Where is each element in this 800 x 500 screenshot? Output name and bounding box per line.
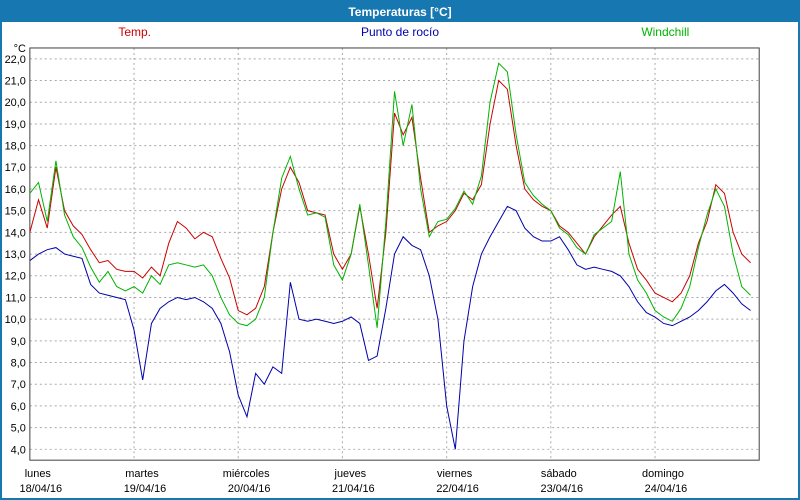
svg-text:lunes: lunes bbox=[25, 468, 52, 480]
svg-text:10,0: 10,0 bbox=[5, 314, 26, 326]
svg-text:20/04/16: 20/04/16 bbox=[228, 483, 271, 495]
svg-text:13,0: 13,0 bbox=[5, 249, 26, 261]
legend-item-dew-point: Punto de rocío bbox=[360, 25, 440, 39]
svg-text:21/04/16: 21/04/16 bbox=[332, 483, 375, 495]
svg-text:19,0: 19,0 bbox=[5, 119, 26, 131]
svg-text:martes: martes bbox=[125, 468, 159, 480]
temperature-line-chart: 4,0 5,0 6,0 7,0 8,0 9,0 10,0 11,0 12,0 13,0 14,0 15… bbox=[5, 43, 760, 495]
svg-text:14,0: 14,0 bbox=[5, 227, 26, 239]
svg-text:12,0: 12,0 bbox=[5, 271, 26, 283]
svg-text:20,0: 20,0 bbox=[5, 97, 26, 109]
svg-text:22/04/16: 22/04/16 bbox=[436, 483, 479, 495]
chart-legend: Temp. Punto de rocío Windchill bbox=[2, 22, 798, 42]
svg-text:21,0: 21,0 bbox=[5, 76, 26, 88]
svg-text:8,0: 8,0 bbox=[11, 357, 26, 369]
svg-text:sábado: sábado bbox=[541, 468, 577, 480]
svg-text:11,0: 11,0 bbox=[5, 292, 25, 304]
svg-text:jueves: jueves bbox=[334, 468, 367, 480]
svg-text:domingo: domingo bbox=[642, 468, 684, 480]
svg-text:7,0: 7,0 bbox=[11, 379, 26, 391]
svg-text:24/04/16: 24/04/16 bbox=[645, 483, 688, 495]
svg-text:5,0: 5,0 bbox=[11, 423, 26, 435]
svg-text:viernes: viernes bbox=[437, 468, 473, 480]
svg-text:16,0: 16,0 bbox=[5, 184, 26, 196]
legend-item-windchill: Windchill bbox=[641, 25, 690, 39]
svg-text:15,0: 15,0 bbox=[5, 206, 26, 218]
svg-text:4,0: 4,0 bbox=[11, 444, 26, 456]
svg-text:°C: °C bbox=[14, 43, 26, 55]
svg-text:19/04/16: 19/04/16 bbox=[124, 483, 167, 495]
legend-item-temp: Temp. bbox=[118, 25, 151, 39]
svg-text:18/04/16: 18/04/16 bbox=[20, 483, 63, 495]
svg-text:9,0: 9,0 bbox=[11, 336, 26, 348]
svg-text:22,0: 22,0 bbox=[5, 54, 26, 66]
svg-text:18,0: 18,0 bbox=[5, 141, 26, 153]
svg-text:6,0: 6,0 bbox=[11, 401, 26, 413]
svg-text:23/04/16: 23/04/16 bbox=[541, 483, 584, 495]
svg-text:17,0: 17,0 bbox=[5, 162, 26, 174]
svg-text:miércoles: miércoles bbox=[223, 468, 270, 480]
chart-title: Temperaturas [°C] bbox=[348, 5, 452, 19]
window-titlebar: Temperaturas [°C] bbox=[2, 2, 798, 22]
